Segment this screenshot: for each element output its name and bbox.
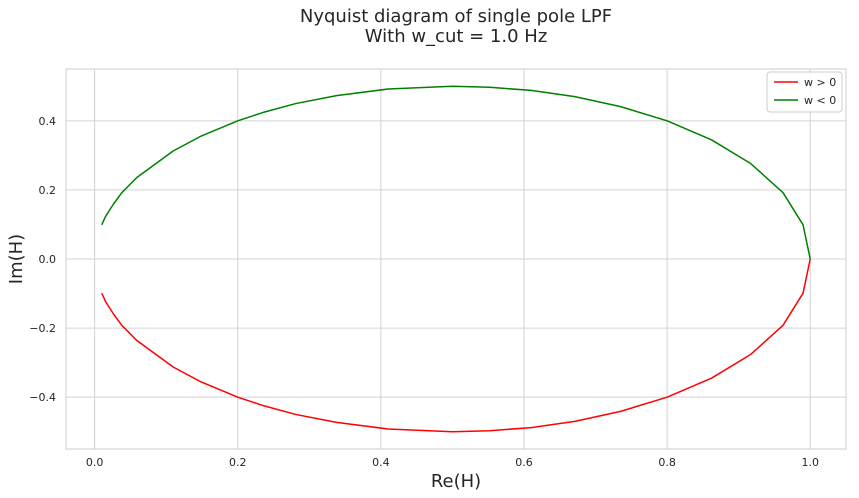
- series-line-w-neg: [101, 85, 811, 260]
- grid: [66, 69, 846, 449]
- y-tick-label: 0.0: [39, 253, 57, 266]
- legend-label-w-neg: w < 0: [804, 94, 836, 107]
- x-tick-label: 1.0: [801, 456, 819, 469]
- y-tick-label: −0.4: [29, 391, 56, 404]
- y-tick-label: −0.2: [29, 322, 56, 335]
- legend: w > 0 w < 0: [766, 71, 843, 113]
- series-line-w-pos: [101, 258, 811, 433]
- x-tick-label: 0.6: [515, 456, 533, 469]
- y-axis-label: Im(H): [6, 234, 27, 284]
- x-tick-label: 0.4: [372, 456, 390, 469]
- y-tick-label: 0.2: [39, 184, 57, 197]
- series-layer: [101, 85, 811, 433]
- legend-label-w-pos: w > 0: [804, 76, 836, 89]
- chart-title: Nyquist diagram of single pole LPF: [300, 6, 612, 27]
- x-tick-label: 0.2: [229, 456, 247, 469]
- x-axis-label: Re(H): [431, 471, 481, 492]
- y-tick-label: 0.4: [39, 115, 57, 128]
- x-tick-label: 0.0: [86, 456, 104, 469]
- plot-frame: [65, 68, 847, 450]
- x-tick-labels: 0.0 0.2 0.4 0.6 0.8 1.0: [86, 456, 819, 469]
- x-tick-label: 0.8: [658, 456, 676, 469]
- y-tick-labels: −0.4 −0.2 0.0 0.2 0.4: [29, 115, 56, 404]
- chart-subtitle: With w_cut = 1.0 Hz: [365, 26, 548, 47]
